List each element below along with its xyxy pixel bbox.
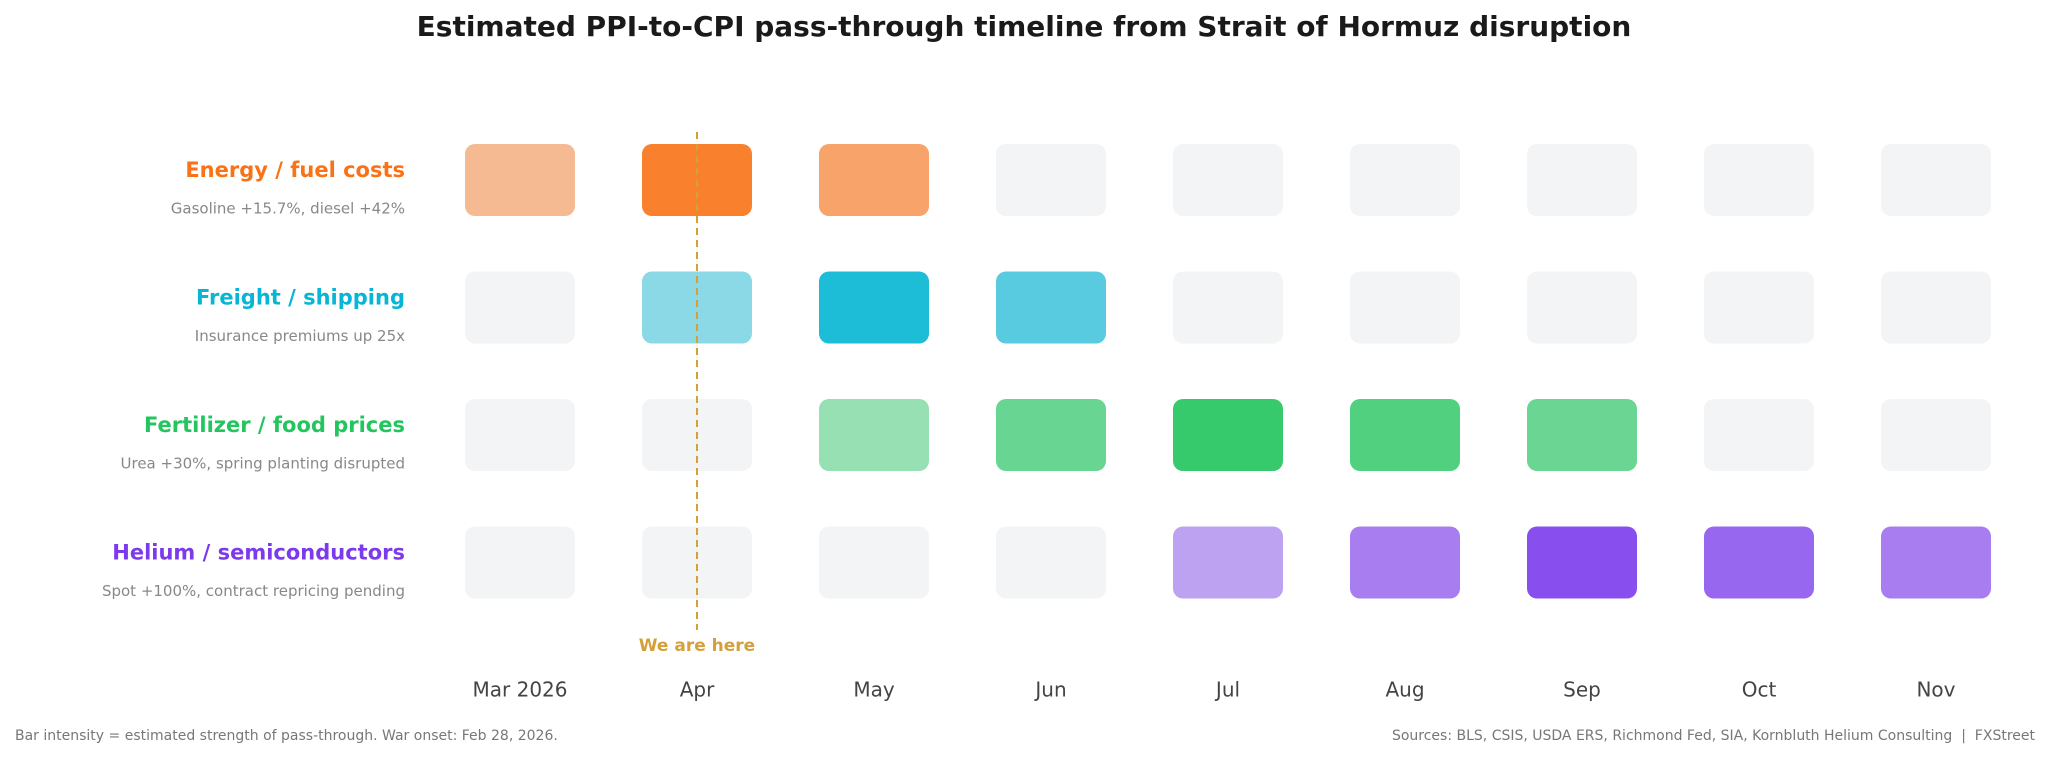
x-tick-label: Apr bbox=[680, 678, 715, 702]
cell bbox=[1704, 144, 1814, 216]
cell-background bbox=[996, 526, 1106, 599]
cell bbox=[1350, 399, 1460, 471]
cell-background bbox=[1173, 144, 1283, 216]
cell bbox=[819, 399, 929, 471]
cell-background bbox=[465, 526, 575, 599]
x-tick-label: Sep bbox=[1563, 678, 1601, 702]
cell-background bbox=[1527, 271, 1637, 344]
source: Sources: BLS, CSIS, USDA ERS, Richmond F… bbox=[1392, 728, 2036, 744]
cell bbox=[1704, 399, 1814, 471]
cell bbox=[996, 399, 1106, 471]
row-note: Gasoline +15.7%, diesel +42% bbox=[171, 200, 405, 218]
cell bbox=[1350, 144, 1460, 216]
cell-background bbox=[1350, 271, 1460, 344]
chart-title: Estimated PPI-to-CPI pass-through timeli… bbox=[417, 10, 1632, 43]
cell-background bbox=[642, 271, 752, 344]
cell-background bbox=[1704, 399, 1814, 471]
x-tick-label: Jun bbox=[1033, 678, 1066, 702]
cell bbox=[1350, 272, 1460, 344]
cell bbox=[819, 271, 929, 344]
cell bbox=[1173, 272, 1283, 344]
cell bbox=[1527, 144, 1637, 216]
row-note: Insurance premiums up 25x bbox=[195, 327, 405, 345]
row-label: Energy / fuel costs bbox=[185, 158, 405, 182]
cell-background bbox=[1350, 144, 1460, 216]
row-note: Urea +30%, spring planting disrupted bbox=[121, 455, 405, 473]
cell bbox=[996, 271, 1106, 344]
cell-background bbox=[996, 144, 1106, 216]
cell-background bbox=[819, 399, 929, 471]
cell bbox=[819, 527, 929, 599]
cell-background bbox=[819, 526, 929, 599]
cell-background bbox=[1881, 399, 1991, 471]
cell-background bbox=[465, 144, 575, 216]
cell bbox=[1527, 526, 1637, 599]
cell bbox=[996, 527, 1106, 599]
cell bbox=[1173, 526, 1283, 599]
x-tick-label: Nov bbox=[1916, 678, 1955, 702]
footnote: Bar intensity = estimated strength of pa… bbox=[15, 728, 558, 744]
cell-background bbox=[1704, 271, 1814, 344]
x-tick-label: Mar 2026 bbox=[473, 678, 568, 702]
row-label: Freight / shipping bbox=[196, 286, 405, 310]
cell-background bbox=[465, 271, 575, 344]
cell bbox=[465, 399, 575, 471]
cell bbox=[1704, 526, 1814, 599]
cell bbox=[465, 527, 575, 599]
cell bbox=[465, 144, 575, 216]
cell-background bbox=[1527, 144, 1637, 216]
cell-background bbox=[1173, 271, 1283, 344]
cell bbox=[1704, 272, 1814, 344]
cell bbox=[1881, 399, 1991, 471]
cell-background bbox=[642, 526, 752, 599]
cell bbox=[465, 272, 575, 344]
cell-background bbox=[1704, 144, 1814, 216]
cell bbox=[1527, 272, 1637, 344]
cell bbox=[1350, 526, 1460, 599]
cell-background bbox=[1173, 526, 1283, 599]
cell bbox=[819, 144, 929, 216]
x-tick-label: Jul bbox=[1214, 678, 1240, 702]
cell bbox=[1527, 399, 1637, 471]
cell bbox=[1881, 144, 1991, 216]
x-tick-label: Oct bbox=[1742, 678, 1777, 702]
cell bbox=[642, 271, 752, 344]
x-tick-label: May bbox=[853, 678, 895, 702]
cell bbox=[1173, 144, 1283, 216]
x-tick-label: Aug bbox=[1385, 678, 1424, 702]
cell-background bbox=[1881, 271, 1991, 344]
cell-background bbox=[1881, 144, 1991, 216]
cell bbox=[1881, 526, 1991, 599]
cell bbox=[642, 527, 752, 599]
row-label: Helium / semiconductors bbox=[112, 541, 405, 565]
cell-background bbox=[465, 399, 575, 471]
cell bbox=[996, 144, 1106, 216]
cell bbox=[1173, 399, 1283, 471]
row-label: Fertilizer / food prices bbox=[144, 413, 405, 437]
cell bbox=[1881, 272, 1991, 344]
marker-label: We are here bbox=[639, 636, 755, 656]
row-note: Spot +100%, contract repricing pending bbox=[102, 582, 405, 600]
